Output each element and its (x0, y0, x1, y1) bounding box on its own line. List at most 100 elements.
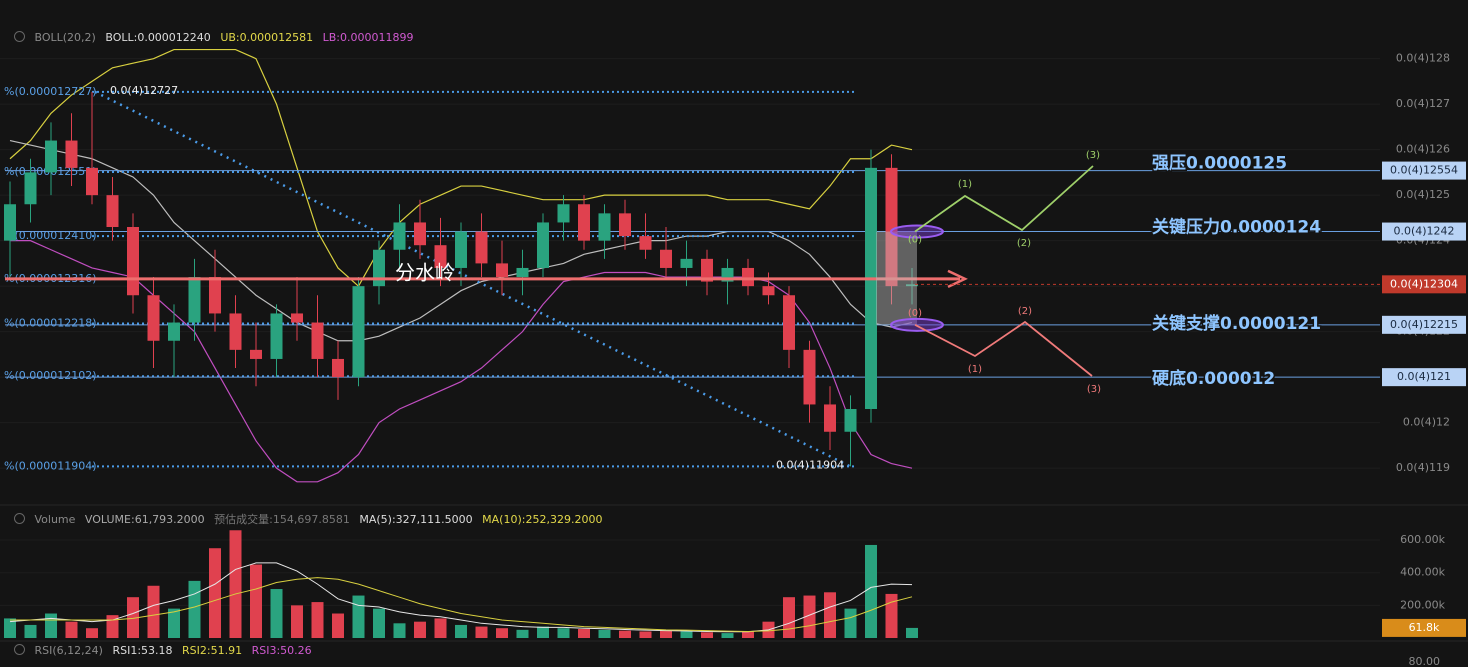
key-level-annotation: 强压0.0000125 (1152, 154, 1287, 174)
volume-bar (496, 628, 508, 638)
estimated-volume: 预估成交量:154,697.8581 (214, 513, 350, 526)
volume-bar (455, 624, 467, 638)
fib-label: %(0.000012102) (4, 369, 97, 382)
y-tick-label: 0.0(4)12 (1403, 416, 1450, 429)
candle-body (578, 204, 590, 241)
volume-bar (414, 621, 426, 638)
volume-ma-line (9, 562, 913, 633)
current-price-tag (1382, 275, 1466, 294)
volume-bar (250, 564, 262, 638)
candle-body (270, 313, 283, 359)
volume-bar (86, 628, 98, 638)
y-tick-label: 600.00k (1400, 533, 1445, 546)
candle-body (106, 195, 119, 227)
price-tag (1382, 222, 1466, 241)
scenario-label: (0) (908, 308, 922, 319)
candle-body (352, 286, 365, 378)
scenario-label: (2) (1018, 306, 1032, 317)
price-tag-label: 0.0(4)12554 (1390, 164, 1458, 177)
candle-body (4, 204, 16, 241)
boll-line (9, 48, 913, 288)
indicator-name: BOLL(20,2) (34, 31, 96, 44)
candle-body (229, 313, 242, 350)
candle-body (188, 277, 201, 323)
candle-body (373, 249, 385, 287)
candle-body (209, 277, 221, 314)
scenario-label: (3) (1087, 384, 1101, 395)
candle-body (147, 295, 160, 341)
candle-body (24, 172, 37, 205)
candle-body (65, 140, 78, 168)
volume-bar (311, 602, 324, 638)
volume-bar (598, 629, 611, 638)
candle-body (742, 267, 754, 287)
y-tick-label: 0.0(4)125 (1396, 188, 1450, 201)
candle-body (865, 167, 877, 409)
volume-bar (680, 631, 693, 638)
scenario-path (914, 165, 1094, 233)
y-tick-label: 0.0(4)119 (1396, 461, 1450, 474)
candle-body (516, 267, 529, 278)
scenario-path (914, 320, 1093, 377)
indicator-name: Volume (34, 513, 76, 526)
volume-bar (783, 597, 795, 638)
range-ellipse (890, 317, 944, 332)
ub-value: UB:0.000012581 (220, 31, 314, 44)
candle-body (557, 204, 570, 223)
volume-bar (885, 593, 898, 638)
candle-body (86, 167, 98, 196)
price-tag (1382, 315, 1466, 334)
rsi3-value: RSI3:50.26 (251, 644, 312, 657)
rsi1-value: RSI1:53.18 (112, 644, 173, 657)
candle-body (250, 349, 262, 359)
candle-body (680, 258, 693, 268)
volume-bar (270, 589, 283, 638)
candle-body (598, 213, 611, 241)
price-tag (1382, 368, 1466, 387)
candle-body (824, 404, 836, 432)
candle-body (332, 358, 344, 378)
scenario-label: (1) (968, 364, 982, 375)
price-tag (1382, 161, 1466, 180)
volume-bar (188, 580, 201, 638)
volume-bar (844, 608, 857, 638)
fib-label: %(0.000012218) (4, 316, 97, 329)
rsi2-value: RSI2:51.91 (182, 644, 243, 657)
volume-value: VOLUME:61,793.2000 (84, 513, 205, 526)
scenario-label: (1) (958, 179, 972, 190)
key-level-annotation: 硬底0.000012 (1152, 368, 1275, 389)
volume-bar (475, 626, 488, 638)
volume-bar (578, 629, 590, 638)
candle-body (414, 222, 426, 246)
candle-body (660, 249, 672, 268)
volume-bar (865, 544, 877, 638)
price-tag-label: 0.0(4)12215 (1390, 318, 1458, 331)
volume-bar (65, 621, 78, 638)
candle-body (434, 245, 447, 268)
candle-body (496, 263, 508, 278)
volume-bar (209, 548, 221, 638)
volume-bar (352, 595, 365, 638)
y-tick-label: 0.0(4)128 (1396, 52, 1450, 65)
range-ellipse (890, 224, 944, 239)
volume-bar (721, 633, 734, 638)
y-tick-label: 0.0(4)126 (1396, 143, 1450, 156)
volume-bar (147, 585, 160, 638)
volume-bar (168, 608, 180, 638)
fib-label: %(0.000012727) (4, 85, 97, 98)
candle-body (906, 284, 918, 287)
candle-body (783, 295, 795, 350)
volume-tag (1382, 618, 1466, 637)
candle-body (475, 231, 488, 264)
candle-body (537, 222, 549, 268)
candle-body (885, 167, 898, 287)
candle-body (393, 222, 406, 250)
scenario-label: (3) (1086, 150, 1100, 161)
volume-bar (537, 626, 549, 638)
trend-point-label: 0.0(4)12727 (110, 84, 178, 97)
y-tick-label: 0.0(4)127 (1396, 97, 1450, 110)
volume-bar (127, 597, 139, 638)
y-tick-label: 80.00 (1409, 655, 1441, 667)
volume-bar (906, 627, 918, 638)
